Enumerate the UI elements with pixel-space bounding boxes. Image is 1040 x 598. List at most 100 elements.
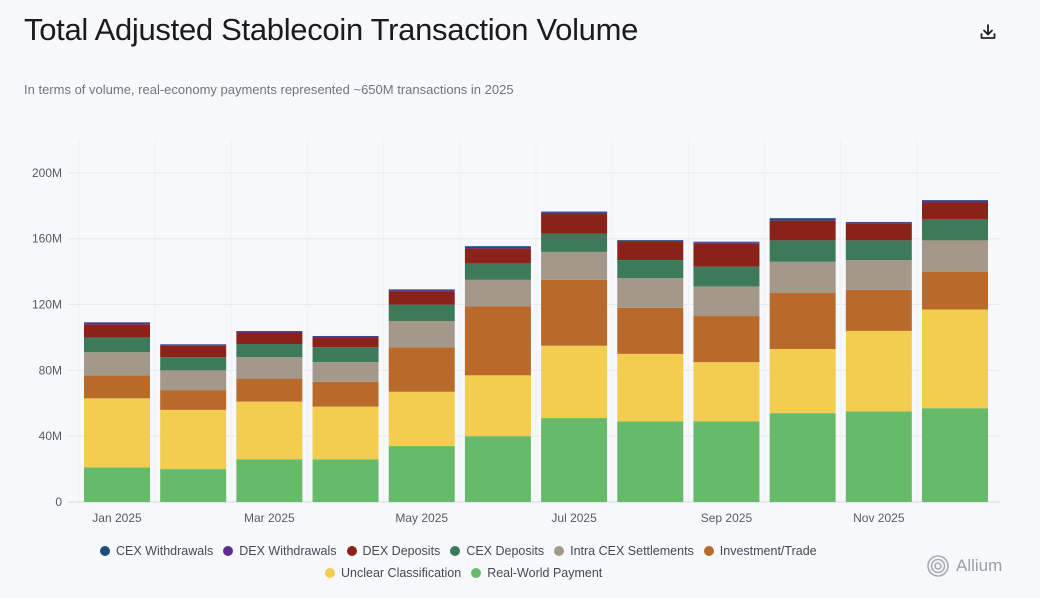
legend-swatch xyxy=(346,546,357,556)
bar-segment xyxy=(160,390,227,410)
bar-segment xyxy=(312,459,379,502)
bar-segment xyxy=(922,200,988,203)
bar-segment xyxy=(236,357,303,379)
download-button[interactable] xyxy=(976,20,1000,44)
x-tick-label: Jul 2025 xyxy=(551,511,597,525)
bar-segment xyxy=(388,290,455,292)
download-icon xyxy=(980,24,996,39)
bar-segment xyxy=(160,370,227,391)
bar-segment xyxy=(388,446,455,502)
bar-segment xyxy=(617,260,684,279)
bar-segment xyxy=(922,309,988,409)
bar-segment xyxy=(464,263,531,280)
brand-name: Allium xyxy=(956,556,1003,575)
legend-label: Investment/Trade xyxy=(719,544,817,558)
bar-segment xyxy=(693,241,760,243)
x-tick-label: May 2025 xyxy=(395,511,448,525)
bar-segment xyxy=(464,306,531,376)
bar-segment xyxy=(236,459,303,502)
bar-segment xyxy=(388,347,455,392)
bar-segment xyxy=(160,357,227,371)
bar-segment xyxy=(769,218,836,221)
legend-swatch xyxy=(703,546,714,556)
legend-item[interactable]: Intra CEX Settlements xyxy=(554,544,694,558)
bar-segment xyxy=(312,381,379,407)
y-tick-label: 200M xyxy=(32,166,62,180)
legend-label: DEX Deposits xyxy=(362,544,441,558)
legend-row: Unclear Classification Real-World Payment xyxy=(100,566,840,580)
legend-item[interactable]: Investment/Trade xyxy=(703,544,817,558)
bar-segment xyxy=(769,413,836,502)
bar-segment xyxy=(464,248,531,264)
bar-segment xyxy=(84,322,150,325)
bar-segment xyxy=(693,316,760,363)
bar-segment xyxy=(84,324,150,338)
x-tick-label: Nov 2025 xyxy=(853,511,905,525)
bar-segment xyxy=(922,240,988,272)
legend-swatch xyxy=(554,546,565,556)
bar-segment xyxy=(693,286,760,317)
legend-item[interactable]: CEX Withdrawals xyxy=(100,544,213,558)
bar-segment xyxy=(693,362,760,422)
legend-item[interactable]: Unclear Classification xyxy=(325,566,461,580)
bar-segment xyxy=(617,421,684,502)
bar-segment xyxy=(617,240,684,243)
bar-segment xyxy=(922,200,988,201)
bar-segment xyxy=(388,321,455,348)
bar-segment xyxy=(160,345,227,358)
bar-segment xyxy=(845,221,912,223)
bar-segment xyxy=(541,212,608,215)
legend-label: Real-World Payment xyxy=(487,566,603,580)
bar-segment xyxy=(845,240,912,261)
bar-segment xyxy=(388,304,455,321)
bar-segment xyxy=(693,421,760,502)
bar-segment xyxy=(464,246,531,247)
legend-swatch xyxy=(223,546,234,556)
bar-segment xyxy=(845,411,912,502)
legend-item[interactable]: DEX Deposits xyxy=(346,544,441,558)
bar-segment xyxy=(617,353,684,422)
bar-segment xyxy=(617,278,684,308)
bar-segment xyxy=(693,243,760,267)
bar-segment xyxy=(693,266,760,287)
bar-segment xyxy=(236,378,303,402)
bar-segment xyxy=(84,398,150,468)
legend-label: CEX Deposits xyxy=(466,544,545,558)
bar-segment xyxy=(922,202,988,219)
bar-segment xyxy=(388,289,455,291)
bar-segment xyxy=(922,271,988,310)
bar-segment xyxy=(84,352,150,376)
bar-segment xyxy=(464,436,531,502)
bar-segment xyxy=(236,401,303,460)
bar-segment xyxy=(160,409,227,470)
legend-item[interactable]: Real-World Payment xyxy=(471,566,602,580)
bar-segment xyxy=(845,260,912,290)
bar-segment xyxy=(541,211,608,213)
legend-item[interactable]: DEX Withdrawals xyxy=(223,544,337,558)
bar-segment xyxy=(541,251,608,280)
bar-segment xyxy=(845,289,912,331)
x-tick-label: Jan 2025 xyxy=(92,511,142,525)
bar-segment xyxy=(541,345,608,419)
legend-label: DEX Withdrawals xyxy=(239,544,337,558)
bar-segment xyxy=(693,242,760,244)
bar-segment xyxy=(617,307,684,354)
x-tick-label: Mar 2025 xyxy=(244,511,295,525)
bar-segment xyxy=(541,214,608,234)
bar-segment xyxy=(160,344,227,346)
legend-item[interactable]: CEX Deposits xyxy=(450,544,544,558)
bar-segment xyxy=(160,469,227,502)
bar-segment xyxy=(84,337,150,353)
bar-segment xyxy=(541,418,608,502)
bar-segment xyxy=(769,240,836,262)
bar-segment xyxy=(84,375,150,399)
bar-segment xyxy=(769,218,836,219)
bar-segment xyxy=(464,279,531,307)
bar-segment xyxy=(312,362,379,382)
bar-segment xyxy=(922,408,988,502)
brand-watermark: Allium xyxy=(926,554,1002,578)
allium-logo-icon xyxy=(927,555,949,577)
x-tick-label: Sep 2025 xyxy=(701,511,753,525)
legend-swatch xyxy=(471,568,482,578)
bar-segment xyxy=(541,279,608,346)
